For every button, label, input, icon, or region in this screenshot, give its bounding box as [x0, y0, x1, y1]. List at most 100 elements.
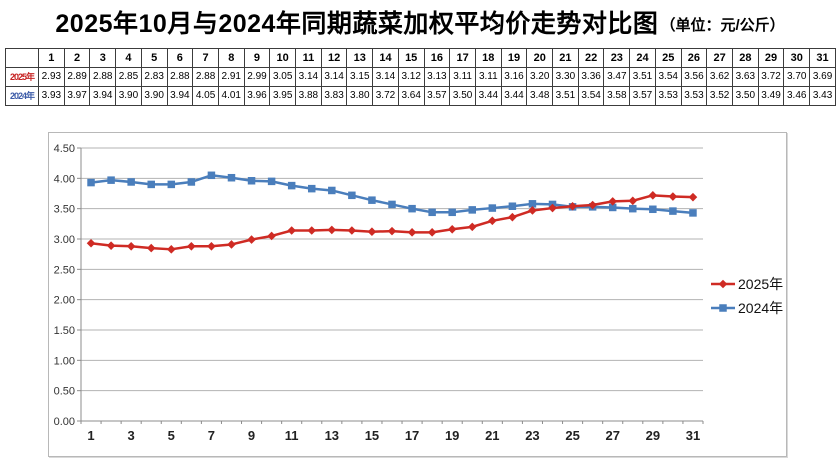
table-value-cell: 3.48 [526, 86, 554, 106]
legend-label: 2025年 [738, 276, 783, 292]
table-value-cell: 3.11 [474, 67, 502, 87]
table-body: 2025年 2.93 2.89 2.88 2.85 2.83 2.88 2.88 2.91 2.9… [5, 67, 836, 106]
table-corner-cell [5, 48, 39, 68]
table-value-cell: 3.50 [731, 86, 759, 106]
table-value-cell: 3.14 [320, 67, 348, 87]
table-value-cell: 2.88 [166, 67, 194, 87]
table-value-cell: 3.51 [629, 67, 656, 87]
table-day-header: 3 [89, 48, 117, 68]
y-tick-label: 4.00 [54, 173, 75, 185]
y-tick-label: 2.00 [54, 295, 75, 307]
table-day-header: 22 [577, 48, 605, 68]
legend-item-2024年: 2024年 [711, 300, 783, 316]
table-value-cell: 3.63 [731, 67, 759, 87]
table-day-header: 5 [140, 48, 168, 68]
table-day-header: 13 [346, 48, 374, 68]
y-tick-label: 3.00 [54, 234, 75, 246]
y-tick-label: 4.50 [54, 143, 75, 155]
x-tick-label: 1 [87, 428, 94, 443]
table-value-cell: 3.12 [397, 67, 425, 87]
series-2025年 [86, 191, 698, 254]
table-day-header: 25 [654, 48, 682, 68]
x-tick-label: 17 [405, 428, 419, 443]
table-day-header: 6 [166, 48, 194, 68]
title-text: 2025年10月与2024年同期蔬菜加权平均价走势对比图 [55, 10, 659, 38]
table-value-cell: 3.90 [140, 86, 168, 106]
table-value-cell: 3.58 [603, 86, 631, 106]
table-value-cell: 3.14 [295, 67, 322, 87]
x-tick-label: 25 [565, 428, 579, 443]
table-value-cell: 3.70 [783, 67, 811, 87]
table-value-cell: 3.94 [89, 86, 117, 106]
table-row-label: 2024年 [5, 86, 39, 106]
table-value-cell: 2.83 [140, 67, 168, 87]
table-value-cell: 3.54 [577, 86, 605, 106]
table-value-cell: 3.88 [295, 86, 322, 106]
table-value-cell: 3.20 [526, 67, 554, 87]
legend-label: 2024年 [738, 300, 783, 316]
table-value-cell: 3.53 [680, 86, 708, 106]
x-tick-label: 15 [365, 428, 379, 443]
chart-area: 0.00 0.50 1.00 1.50 2.00 2.50 3.00 3.50 4.00 4.50… [48, 132, 787, 457]
table-day-header: 31 [809, 48, 836, 68]
table-day-header: 8 [217, 48, 245, 68]
table-value-cell: 4.05 [192, 86, 219, 106]
y-tick-label: 0.50 [54, 386, 75, 398]
y-axis-labels: 0.00 0.50 1.00 1.50 2.00 2.50 3.00 3.50 4.00 4.50 [54, 143, 75, 428]
x-tick-label: 13 [325, 428, 339, 443]
table-value-cell: 3.49 [757, 86, 785, 106]
table-value-cell: 3.16 [500, 67, 528, 87]
table-value-cell: 2.89 [63, 67, 91, 87]
table-value-cell: 2.99 [243, 67, 271, 87]
table-value-cell: 3.53 [654, 86, 682, 106]
table-day-header: 28 [731, 48, 759, 68]
table-day-header: 24 [629, 48, 656, 68]
price-table: 1 2 3 4 5 6 7 8 9 10 11 12 13 14 15 16 17 18 19 20 21 22 23 24 2… [5, 48, 836, 106]
table-value-cell: 3.50 [449, 86, 476, 106]
legend-item-2025年: 2025年 [711, 276, 783, 292]
table-value-cell: 3.97 [63, 86, 91, 106]
table-value-cell: 3.72 [372, 86, 399, 106]
table-value-cell: 3.64 [397, 86, 425, 106]
x-tick-label: 21 [485, 428, 499, 443]
table-value-cell: 3.51 [552, 86, 579, 106]
table-day-header: 12 [320, 48, 348, 68]
x-axis-labels: 1 3 5 7 9 11 13 15 17 19 21 23 25 27 29 31 [87, 428, 700, 443]
y-tick-label: 1.00 [54, 355, 75, 367]
table-day-header: 17 [449, 48, 476, 68]
table-day-header: 20 [526, 48, 554, 68]
axis-ticks [77, 147, 704, 424]
table-value-cell: 3.80 [346, 86, 374, 106]
table-day-header: 27 [706, 48, 733, 68]
x-tick-label: 31 [686, 428, 700, 443]
table-day-header: 11 [295, 48, 322, 68]
title-unit-text: （单位：元/公斤） [660, 17, 785, 34]
table-value-cell: 3.47 [603, 67, 631, 87]
table-day-header: 4 [115, 48, 142, 68]
table-day-header: 21 [552, 48, 579, 68]
x-tick-label: 27 [605, 428, 619, 443]
y-tick-label: 2.50 [54, 264, 75, 276]
table-value-cell: 3.30 [552, 67, 579, 87]
table-value-cell: 3.56 [680, 67, 708, 87]
table-value-cell: 3.72 [757, 67, 785, 87]
table-value-cell: 3.44 [474, 86, 502, 106]
table-value-cell: 3.13 [423, 67, 451, 87]
table-value-cell: 3.69 [809, 67, 836, 87]
x-tick-label: 23 [525, 428, 539, 443]
table-row: 2025年 2.93 2.89 2.88 2.85 2.83 2.88 2.88 2.91 2.9… [5, 67, 836, 87]
x-tick-label: 9 [248, 428, 255, 443]
table-day-header: 15 [397, 48, 425, 68]
table-value-cell: 3.43 [809, 86, 836, 106]
table-value-cell: 2.93 [38, 67, 65, 87]
table-value-cell: 3.44 [500, 86, 528, 106]
table-day-header: 16 [423, 48, 451, 68]
x-tick-label: 5 [168, 428, 175, 443]
table-value-cell: 3.96 [243, 86, 271, 106]
table-day-header: 18 [474, 48, 502, 68]
table-day-header: 14 [372, 48, 399, 68]
table-value-cell: 3.46 [783, 86, 811, 106]
y-tick-label: 3.50 [54, 204, 75, 216]
table-day-header: 19 [500, 48, 528, 68]
